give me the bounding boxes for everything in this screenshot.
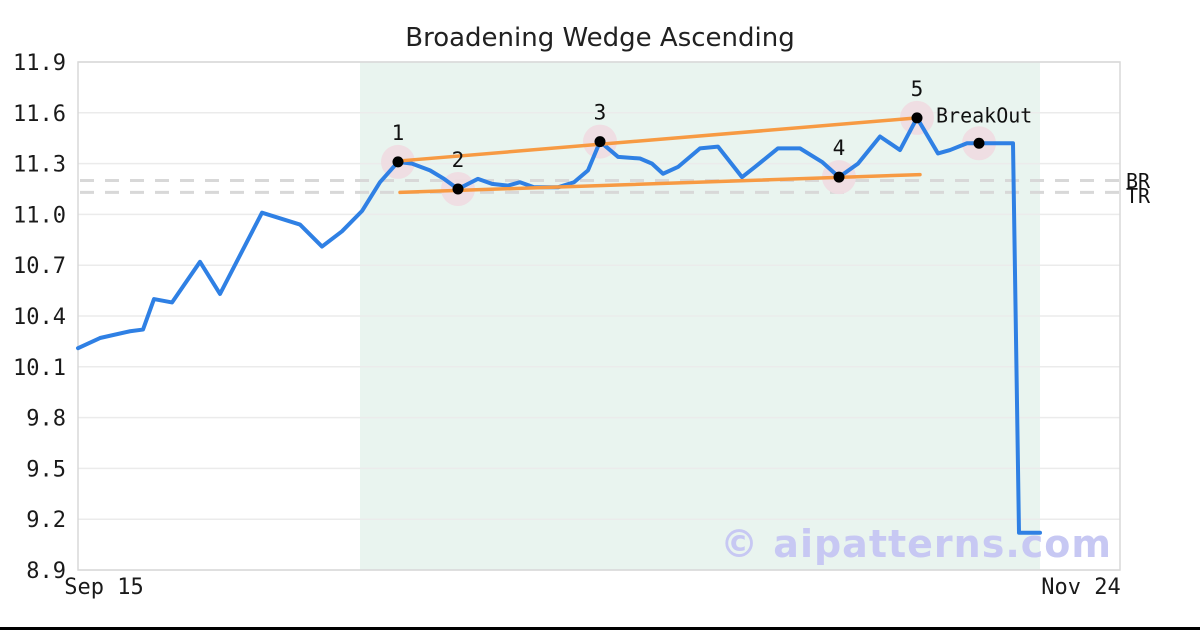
pattern-point-dot [833,171,845,183]
watermark-layer: © aipatterns.com [720,522,1112,566]
x-tick-label: Sep 15 [64,575,143,600]
pattern-point-dot [452,183,464,195]
x-tick-label: Nov 24 [1041,575,1120,600]
y-tick-label: 11.3 [13,153,66,178]
pattern-point-dot [973,137,985,149]
bottom-border-bar [0,627,1200,630]
upper-wedge-line [396,116,919,163]
pattern-dot-layer [392,112,985,195]
chart-title: Broadening Wedge Ascending [405,23,795,53]
pattern-point-label: 5 [911,77,924,101]
pattern-point-dot [594,136,606,148]
pattern-point-dot [911,112,923,124]
watermark-text: © aipatterns.com [720,522,1112,566]
y-tick-label: 11.9 [13,51,66,76]
y-tick-label: 10.7 [13,254,66,279]
trendline-layer [396,116,922,195]
lower-wedge-line [398,172,922,195]
y-tick-label: 10.4 [13,305,66,330]
pattern-point-label: 4 [833,136,846,160]
y-tick-label: 9.2 [26,508,66,533]
price-line-layer [76,115,1042,535]
level-label-br: BR [1126,169,1151,193]
plot-border-layer [77,61,1121,571]
price-line [76,115,1042,535]
level-label-tr: TR [1126,184,1151,208]
pattern-point-dot [392,156,404,168]
y-tick-label: 9.8 [26,407,66,432]
pattern-point-label: 3 [594,101,607,125]
plot-border [77,61,1121,571]
y-tick-label: 8.9 [26,559,66,584]
y-tick-label: 9.5 [26,457,66,482]
breakout-annotation: BreakOut [936,104,1032,128]
pattern-point-label: 1 [392,121,405,145]
pattern-point-label: 2 [452,148,465,172]
y-tick-label: 11.0 [13,203,66,228]
y-tick-label: 11.6 [13,102,66,127]
y-tick-label: 10.1 [13,356,66,381]
axis-label-layer: 8.9 9.2 9.5 9.8 10.1 10.4 10.7 11.0 11.3 11.6 11.9… [13,51,1121,600]
